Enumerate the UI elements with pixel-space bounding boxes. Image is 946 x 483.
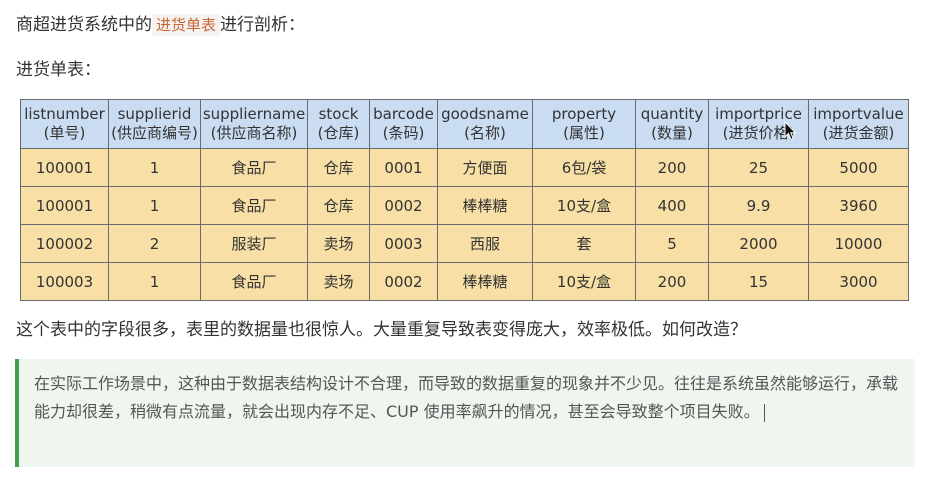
table-cell: 食品厂: [200, 148, 308, 187]
table-cell: 100003: [20, 262, 109, 301]
column-header-en: suppliername: [202, 105, 306, 123]
table-cell: 10000: [808, 224, 909, 263]
table-cell: 100001: [20, 148, 109, 187]
table-cell: 5: [635, 224, 709, 263]
table-cell: 2000: [708, 224, 809, 263]
table-cell: 卖场: [307, 262, 370, 301]
column-header-zh: (条码): [382, 124, 425, 142]
quote-text: 在实际工作场景中，这种由于数据表结构设计不合理，而导致的数据重复的现象并不少见。…: [34, 374, 899, 421]
column-header: listnumber (单号): [20, 99, 109, 149]
table-cell: 200: [635, 148, 709, 187]
purchase-order-table-container: listnumber (单号) supplierid (供应商编号) suppliern…: [20, 99, 909, 301]
question-text: 这个表中的字段很多，表里的数据量也很惊人。大量重复导致表变得庞大，效率极低。如何…: [16, 320, 747, 340]
column-header-en: importprice: [715, 105, 802, 123]
table-cell: 0001: [369, 148, 438, 187]
column-header-zh: (单号): [43, 124, 86, 142]
table-cell: 食品厂: [200, 262, 308, 301]
table-row: 100002 2 服装厂 卖场 0003 西服套 5 2000 10000: [20, 224, 909, 263]
heading-suffix: 进行剖析：: [220, 15, 306, 35]
table-cell: 100002: [20, 224, 109, 263]
column-header-en: importvalue: [813, 105, 904, 123]
column-header: importprice (进货价格): [708, 99, 809, 149]
table-cell: 1: [108, 186, 201, 225]
table-cell: 仓库: [307, 148, 370, 187]
mouse-pointer-icon: [784, 121, 797, 141]
column-header: property (属性): [532, 99, 636, 149]
column-header-zh: (供应商编号): [111, 124, 198, 142]
column-header-en: goodsname: [441, 105, 529, 123]
table-cell: 10支/盒: [532, 186, 636, 225]
column-header: importvalue (进货金额): [808, 99, 909, 149]
table-cell: 套: [532, 224, 636, 263]
table-cell: 西服: [437, 224, 533, 263]
table-cell: 0003: [369, 224, 438, 263]
table-cell: 200: [635, 262, 709, 301]
inline-code-table-name: 进货单表: [152, 14, 221, 36]
table-cell: 15: [708, 262, 809, 301]
table-cell: 食品厂: [200, 186, 308, 225]
column-header: stock (仓库): [307, 99, 370, 149]
table-cell: 卖场: [307, 224, 370, 263]
table-cell: 1: [108, 262, 201, 301]
table-cell: 3000: [808, 262, 909, 301]
column-header: suppliername (供应商名称): [200, 99, 308, 149]
table-cell: 棒棒糖: [437, 186, 533, 225]
column-header-zh: (进货金额): [822, 124, 895, 142]
section-heading: 商超进货系统中的 进货单表 进行剖析：: [16, 12, 305, 38]
table-row: 100001 1 食品厂 仓库 0002 棒棒糖 10支/盒 400 9.9 3960: [20, 186, 909, 225]
table-cell: 5000: [808, 148, 909, 187]
table-row: 100001 1 食品厂 仓库 0001 方便面 6包/袋 200 25 5000: [20, 148, 909, 187]
blockquote: 在实际工作场景中，这种由于数据表结构设计不合理，而导致的数据重复的现象并不少见。…: [15, 359, 915, 467]
column-header-zh: (数量): [651, 124, 693, 142]
purchase-order-table: listnumber (单号) supplierid (供应商编号) suppliern…: [20, 99, 909, 301]
table-cell: 100001: [20, 186, 109, 225]
table-cell: 服装厂: [200, 224, 308, 263]
table-cell: 仓库: [307, 186, 370, 225]
column-header-en: barcode: [373, 105, 434, 123]
table-cell: 400: [635, 186, 709, 225]
column-header-zh: (名称): [464, 124, 506, 142]
table-header-row: listnumber (单号) supplierid (供应商编号) suppliern…: [20, 99, 909, 149]
table-caption: 进货单表：: [16, 60, 101, 80]
column-header-zh: (仓库): [317, 124, 360, 142]
table-cell: 0002: [369, 186, 438, 225]
column-header: barcode (条码): [369, 99, 438, 149]
column-header-en: property: [551, 105, 617, 123]
table-cell: 6包/袋: [532, 148, 636, 187]
column-header-en: quantity: [640, 105, 704, 123]
table-cell: 棒棒糖: [437, 262, 533, 301]
column-header: quantity (数量): [635, 99, 709, 149]
column-header-en: listnumber: [24, 105, 105, 123]
column-header-zh: (进货价格): [722, 124, 795, 142]
table-cell: 方便面: [437, 148, 533, 187]
table-row: 100003 1 食品厂 卖场 0002 棒棒糖 10支/盒 200 15 3000: [20, 262, 909, 301]
text-cursor: [763, 403, 765, 422]
heading-prefix: 商超进货系统中的: [16, 15, 152, 35]
table-cell: 2: [108, 224, 201, 263]
table-cell: 10支/盒: [532, 262, 636, 301]
column-header-en: stock: [318, 105, 359, 123]
table-cell: 1: [108, 148, 201, 187]
column-header: supplierid (供应商编号): [108, 99, 201, 149]
column-header-zh: (供应商名称): [210, 124, 298, 142]
table-cell: 0002: [369, 262, 438, 301]
table-cell: 3960: [808, 186, 909, 225]
column-header-en: supplierid: [117, 105, 192, 123]
column-header: goodsname (名称): [437, 99, 533, 149]
column-header-zh: (属性): [563, 124, 605, 142]
table-cell: 25: [708, 148, 809, 187]
table-cell: 9.9: [708, 186, 809, 225]
